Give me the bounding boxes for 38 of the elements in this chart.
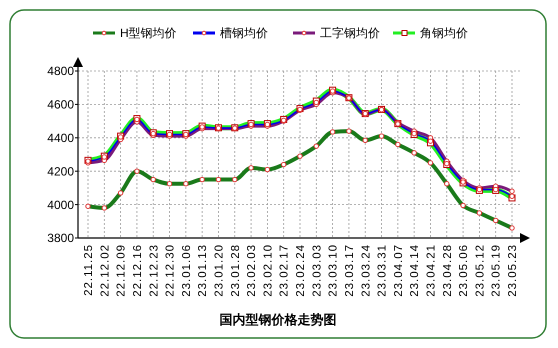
x-tick-label: 22.12.23 [148, 244, 160, 297]
y-tick-label: 4200 [47, 164, 74, 178]
x-tick-label: 23.05.06 [458, 244, 470, 297]
x-tick-label: 23.04.14 [409, 244, 422, 297]
text: 国内型钢价格走势图 [220, 312, 336, 327]
x-tick-label: 22.12.09 [116, 244, 128, 297]
legend-label: 工字钢均价 [320, 26, 380, 40]
x-tick-label: 23.01.28 [230, 244, 242, 297]
y-tick-label: 4400 [47, 131, 74, 145]
x-tick-label: 23.04.07 [392, 244, 405, 297]
legend-label: H型钢均价 [120, 26, 177, 40]
x-tick-label: 23.01.06 [180, 244, 193, 297]
x-tick-label: 23.03.10 [328, 244, 340, 297]
y-tick-label: 4000 [47, 198, 74, 212]
x-tick-label: 23.03.03 [311, 244, 324, 297]
x-tick-label: 23.02.24 [295, 244, 308, 297]
x-tick-label: 23.01.20 [213, 244, 226, 297]
x-tick-label: 23.05.12 [474, 244, 486, 297]
x-tick-label: 23.02.10 [262, 244, 274, 297]
legend-label: 角钢均价 [420, 26, 468, 40]
x-tick-label: 22.12.02 [99, 244, 112, 297]
x-tick-label: 23.01.13 [197, 244, 210, 297]
x-tick-label: 23.04.21 [425, 244, 438, 297]
x-tick-label: 23.02.03 [246, 244, 258, 297]
x-tick-label: 23.04.28 [442, 244, 454, 297]
x-tick-label: 23.03.31 [376, 244, 389, 297]
x-tick-label: 23.05.19 [490, 244, 503, 297]
x-tick-label: 23.02.17 [278, 244, 291, 297]
x-tick-label: 22.11.25 [83, 244, 96, 296]
y-tick-label: 3800 [47, 231, 74, 246]
x-tick-label: 22.12.30 [164, 244, 177, 297]
x-tick-label: 23.05.23 [507, 244, 520, 297]
x-tick-label: 23.03.24 [360, 244, 372, 297]
x-tick-label: 22.12.16 [132, 244, 144, 297]
y-tick-label: 4800 [47, 64, 74, 78]
y-tick-label: 4600 [47, 98, 74, 112]
x-tick-label: 23.03.17 [344, 244, 356, 297]
legend-label: 槽钢均价 [220, 26, 268, 40]
